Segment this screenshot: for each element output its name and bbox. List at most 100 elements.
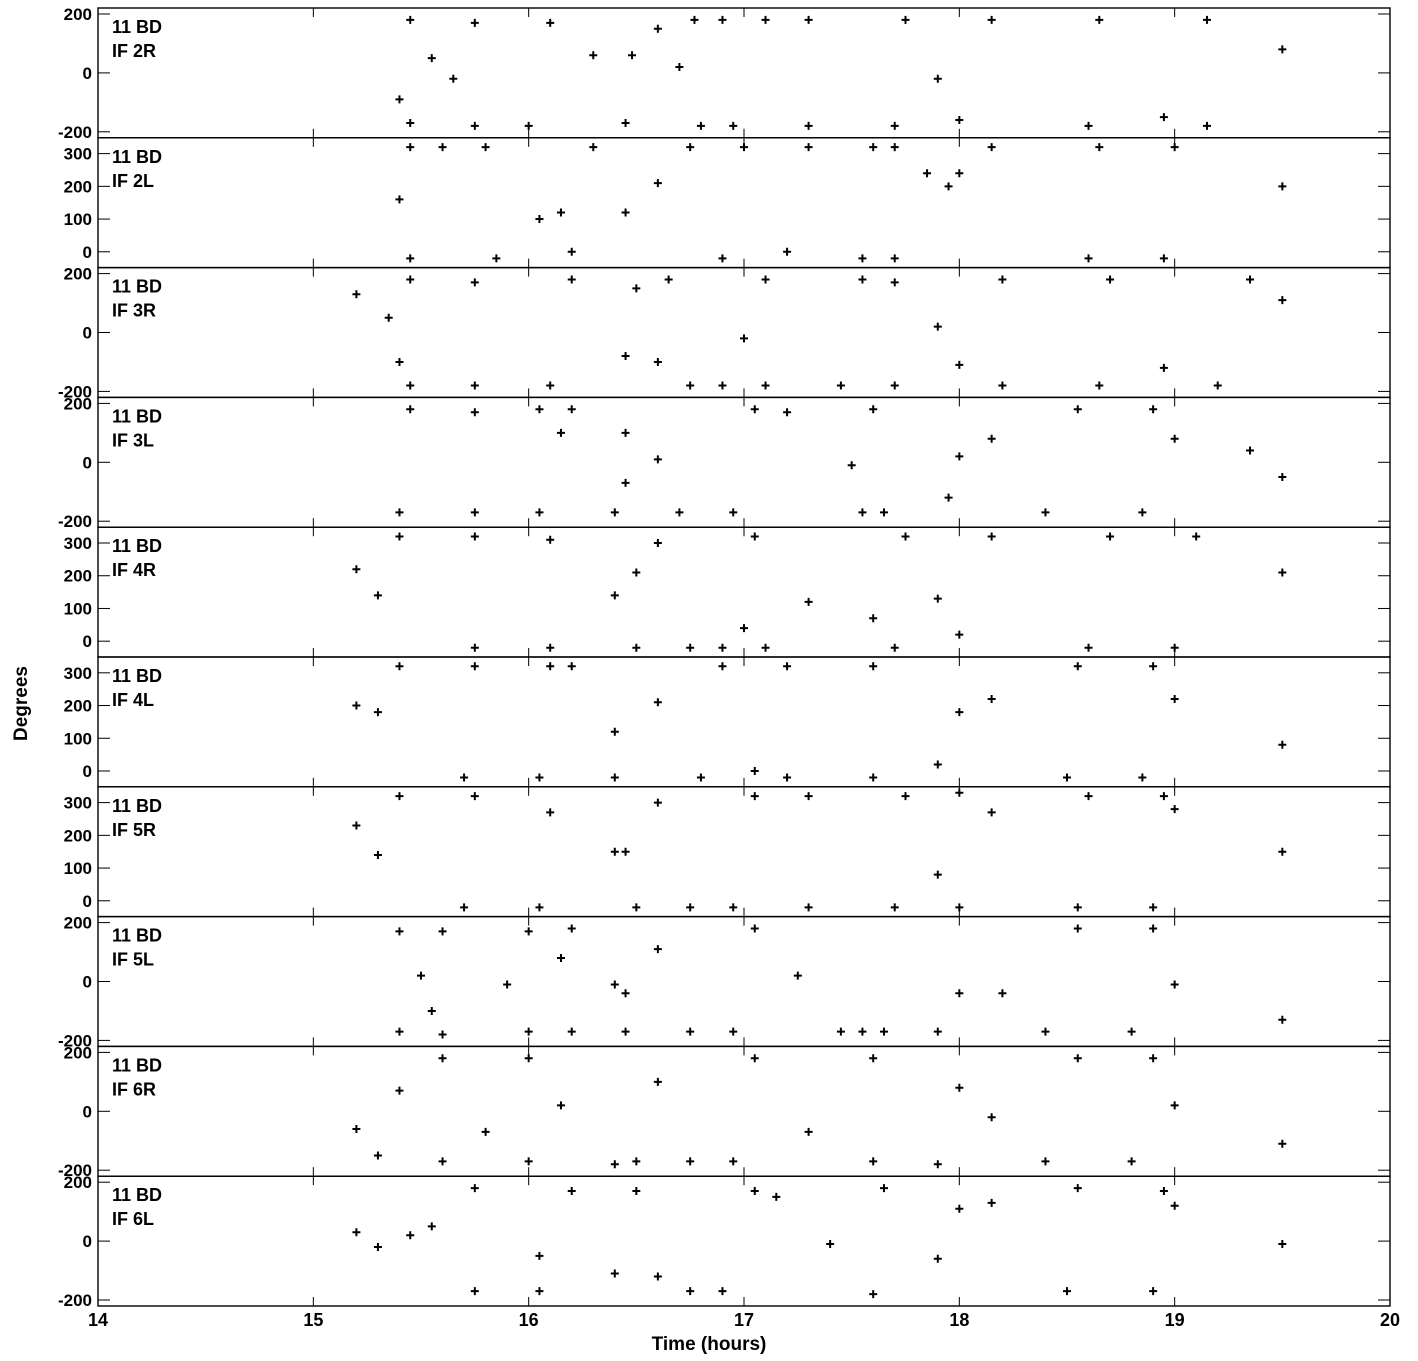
data-point xyxy=(1278,45,1287,54)
data-point xyxy=(653,798,662,807)
data-point xyxy=(373,850,382,859)
data-point xyxy=(1149,662,1158,671)
y-axis-label: Degrees xyxy=(11,666,32,741)
data-point xyxy=(653,455,662,464)
data-point xyxy=(879,1184,888,1193)
data-point xyxy=(1084,254,1093,263)
data-point xyxy=(1041,1027,1050,1036)
data-point xyxy=(632,284,641,293)
data-point xyxy=(933,322,942,331)
data-point xyxy=(1278,1240,1287,1249)
data-point xyxy=(395,1027,404,1036)
data-point xyxy=(740,334,748,343)
data-point xyxy=(395,357,404,366)
data-point xyxy=(524,1157,533,1166)
data-point xyxy=(1192,532,1201,541)
data-point xyxy=(1170,694,1179,703)
panel-title: 11 BD xyxy=(112,1055,162,1075)
panel-frame xyxy=(97,396,1391,528)
y-tick-label: 0 xyxy=(83,1232,92,1251)
x-axis-label: Time (hours) xyxy=(651,1334,767,1355)
data-point xyxy=(524,1027,533,1036)
panel-title: 11 BD xyxy=(112,17,162,37)
data-point xyxy=(761,275,770,284)
data-point xyxy=(772,1192,781,1201)
data-point xyxy=(492,254,501,263)
data-point xyxy=(417,971,425,980)
data-point xyxy=(869,1157,878,1166)
data-point xyxy=(858,508,867,517)
data-point xyxy=(546,662,555,671)
data-point xyxy=(783,773,792,782)
data-point xyxy=(1170,1201,1179,1210)
data-point xyxy=(750,766,759,775)
data-point xyxy=(481,1127,490,1136)
data-point xyxy=(535,405,544,414)
data-point xyxy=(621,208,630,217)
data-point xyxy=(836,381,845,390)
panel-subtitle: IF 2L xyxy=(112,171,154,191)
data-point xyxy=(804,792,813,801)
panel-subtitle: IF 3R xyxy=(112,301,156,321)
y-tick-label: 0 xyxy=(83,243,92,262)
data-point xyxy=(1202,121,1211,130)
data-point xyxy=(1041,1157,1050,1166)
data-point xyxy=(869,662,878,671)
data-point xyxy=(869,1054,878,1063)
data-point xyxy=(750,924,759,933)
y-tick-label: -200 xyxy=(58,1161,92,1180)
data-point xyxy=(696,773,705,782)
data-point xyxy=(933,74,942,83)
panel-title: 11 BD xyxy=(112,147,162,167)
data-point xyxy=(729,1027,738,1036)
data-point xyxy=(955,788,964,797)
data-point xyxy=(686,1157,695,1166)
data-point xyxy=(1278,296,1287,305)
y-tick-label: 200 xyxy=(64,914,92,933)
data-point xyxy=(470,792,479,801)
data-point xyxy=(352,290,361,299)
panel-subtitle: IF 4L xyxy=(112,690,154,710)
data-point xyxy=(783,408,792,417)
data-point xyxy=(546,808,555,817)
data-point xyxy=(1073,405,1082,414)
data-point xyxy=(944,493,953,502)
data-point xyxy=(395,195,404,204)
data-point xyxy=(804,121,813,130)
data-point xyxy=(470,1184,479,1193)
data-point xyxy=(438,1054,447,1063)
y-tick-label: 200 xyxy=(64,567,92,586)
data-point xyxy=(610,1160,619,1169)
data-point xyxy=(567,924,576,933)
data-point xyxy=(955,360,964,369)
data-point xyxy=(352,1228,361,1237)
data-point xyxy=(470,278,479,287)
data-point xyxy=(696,121,705,130)
data-point xyxy=(1202,15,1211,24)
data-point xyxy=(804,15,813,24)
panel-title: 11 BD xyxy=(112,796,162,816)
data-point xyxy=(632,643,641,652)
data-point xyxy=(998,275,1007,284)
data-point xyxy=(718,1287,727,1296)
data-point xyxy=(546,18,555,27)
data-point xyxy=(610,773,619,782)
panel-subtitle: IF 5R xyxy=(112,820,156,840)
data-point xyxy=(406,381,415,390)
data-point xyxy=(589,143,598,152)
data-point xyxy=(567,1027,576,1036)
panel-subtitle: IF 5L xyxy=(112,950,154,970)
data-point xyxy=(406,118,415,127)
panel-subtitle: IF 4R xyxy=(112,560,156,580)
data-point xyxy=(923,169,932,178)
data-point xyxy=(933,594,942,603)
data-point xyxy=(1041,508,1050,517)
data-point xyxy=(1106,275,1115,284)
data-point xyxy=(869,405,878,414)
data-point xyxy=(750,532,759,541)
data-point xyxy=(653,357,662,366)
data-point xyxy=(675,63,684,72)
data-point xyxy=(718,15,727,24)
data-point xyxy=(438,1157,447,1166)
